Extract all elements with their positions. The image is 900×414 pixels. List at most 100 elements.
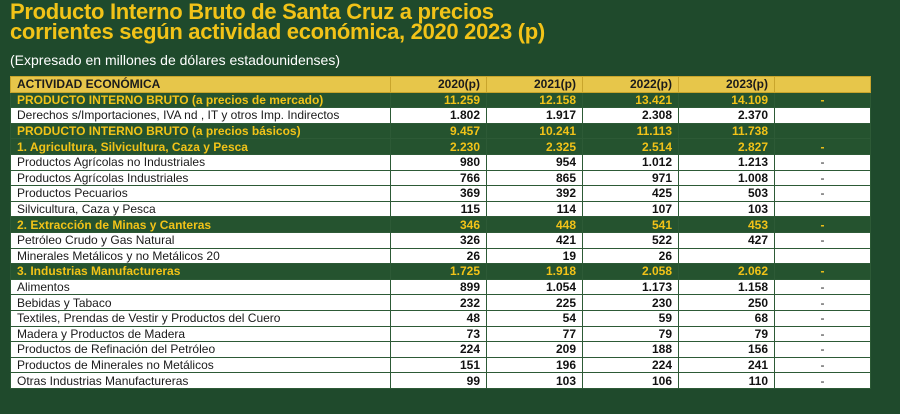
row-extra: - bbox=[774, 356, 871, 374]
table-row: Otras Industrias Manufactureras 99 103 106 1… bbox=[10, 372, 871, 389]
row-value: 369 bbox=[390, 185, 487, 202]
table-row: Productos Agrícolas no Industriales 980 95… bbox=[10, 153, 871, 171]
header-extra bbox=[774, 76, 871, 93]
row-label: Otras Industrias Manufactureras bbox=[10, 372, 391, 389]
row-value: 541 bbox=[582, 216, 679, 233]
row-extra bbox=[774, 247, 871, 265]
row-value: 73 bbox=[390, 325, 487, 343]
row-value: 980 bbox=[390, 153, 487, 171]
table-row: 1. Agricultura, Silvicultura, Caza y Pes… bbox=[10, 138, 871, 155]
row-extra: - bbox=[774, 153, 871, 171]
row-value: 2.058 bbox=[582, 263, 679, 280]
row-label: Petróleo Crudo y Gas Natural bbox=[10, 231, 391, 249]
row-value: 13.421 bbox=[582, 91, 679, 109]
row-extra: - bbox=[774, 138, 871, 155]
row-value: 115 bbox=[390, 200, 487, 218]
row-value: 151 bbox=[390, 356, 487, 374]
row-extra: - bbox=[774, 263, 871, 280]
table-header-row: ACTIVIDAD ECONÓMICA 2020(p) 2021(p) 2022… bbox=[10, 76, 871, 93]
row-value: 346 bbox=[390, 216, 487, 233]
row-value: 1.918 bbox=[486, 263, 583, 280]
row-extra bbox=[774, 200, 871, 218]
table-row: Silvicultura, Caza y Pesca 115 114 107 103 bbox=[10, 200, 871, 218]
row-value: 1.054 bbox=[486, 278, 583, 296]
row-value: 392 bbox=[486, 185, 583, 202]
row-value: 26 bbox=[582, 247, 679, 265]
row-value: 230 bbox=[582, 294, 679, 311]
row-value: 103 bbox=[678, 200, 775, 218]
row-value: 26 bbox=[390, 247, 487, 265]
row-value: 1.173 bbox=[582, 278, 679, 296]
row-value: 68 bbox=[678, 309, 775, 327]
row-value: 12.158 bbox=[486, 91, 583, 109]
table-row: Productos de Refinación del Petróleo 224 2… bbox=[10, 341, 871, 358]
page-subtitle: (Expresado en millones de dólares estado… bbox=[10, 52, 340, 68]
row-value: 224 bbox=[390, 341, 487, 358]
row-value: 106 bbox=[582, 372, 679, 389]
row-value: 99 bbox=[390, 372, 487, 389]
header-activity: ACTIVIDAD ECONÓMICA bbox=[10, 76, 391, 93]
row-value: 224 bbox=[582, 356, 679, 374]
row-label: Bebidas y Tabaco bbox=[10, 294, 391, 311]
row-value: 54 bbox=[486, 309, 583, 327]
row-extra: - bbox=[774, 325, 871, 343]
page-title: Producto Interno Bruto de Santa Cruz a p… bbox=[10, 1, 610, 43]
row-extra: - bbox=[774, 169, 871, 187]
row-value: 232 bbox=[390, 294, 487, 311]
table-row: Minerales Metálicos y no Metálicos 20 26 1… bbox=[10, 247, 871, 265]
row-value: 1.012 bbox=[582, 153, 679, 171]
row-value: 766 bbox=[390, 169, 487, 187]
table-row: 2. Extracción de Minas y Canteras 346 448 5… bbox=[10, 216, 871, 233]
row-value: 1.917 bbox=[486, 107, 583, 124]
row-value: 9.457 bbox=[390, 122, 487, 140]
row-value: 954 bbox=[486, 153, 583, 171]
table-row: PRODUCTO INTERNO BRUTO (a precios básico… bbox=[10, 122, 871, 140]
row-label: PRODUCTO INTERNO BRUTO (a precios básico… bbox=[10, 122, 391, 140]
table-row: Petróleo Crudo y Gas Natural 326 421 522 427… bbox=[10, 231, 871, 249]
row-value: 425 bbox=[582, 185, 679, 202]
table-row: Alimentos 899 1.054 1.173 1.158- bbox=[10, 278, 871, 296]
row-extra: - bbox=[774, 231, 871, 249]
row-label: 2. Extracción de Minas y Canteras bbox=[10, 216, 391, 233]
row-label: Productos de Refinación del Petróleo bbox=[10, 341, 391, 358]
row-label: Derechos s/Importaciones, IVA nd , IT y … bbox=[10, 107, 391, 124]
table-row: Productos Agrícolas Industriales 766 865 97… bbox=[10, 169, 871, 187]
row-extra: - bbox=[774, 372, 871, 389]
row-value: 1.213 bbox=[678, 153, 775, 171]
row-value: 899 bbox=[390, 278, 487, 296]
gdp-table: ACTIVIDAD ECONÓMICA 2020(p) 2021(p) 2022… bbox=[10, 76, 871, 389]
table-row: Madera y Productos de Madera 73 77 79 79- bbox=[10, 325, 871, 343]
row-value: 1.158 bbox=[678, 278, 775, 296]
row-extra: - bbox=[774, 216, 871, 233]
header-2023: 2023(p) bbox=[678, 76, 775, 93]
row-value: 114 bbox=[486, 200, 583, 218]
row-label: Productos Pecuarios bbox=[10, 185, 391, 202]
row-label: PRODUCTO INTERNO BRUTO (a precios de mer… bbox=[10, 91, 391, 109]
row-label: Madera y Productos de Madera bbox=[10, 325, 391, 343]
row-value: 427 bbox=[678, 231, 775, 249]
row-value: 156 bbox=[678, 341, 775, 358]
row-label: Productos de Minerales no Metálicos bbox=[10, 356, 391, 374]
row-value: 2.370 bbox=[678, 107, 775, 124]
table-row: 3. Industrias Manufactureras 1.725 1.918 2.… bbox=[10, 263, 871, 280]
row-value bbox=[678, 247, 775, 265]
row-value: 241 bbox=[678, 356, 775, 374]
row-value: 2.514 bbox=[582, 138, 679, 155]
row-value: 326 bbox=[390, 231, 487, 249]
table-row: Textiles, Prendas de Vestir y Productos … bbox=[10, 309, 871, 327]
row-value: 453 bbox=[678, 216, 775, 233]
header-2021: 2021(p) bbox=[486, 76, 583, 93]
header-2022: 2022(p) bbox=[582, 76, 679, 93]
row-value: 48 bbox=[390, 309, 487, 327]
row-extra bbox=[774, 107, 871, 124]
row-value: 971 bbox=[582, 169, 679, 187]
row-value: 865 bbox=[486, 169, 583, 187]
row-value: 107 bbox=[582, 200, 679, 218]
header-2020: 2020(p) bbox=[390, 76, 487, 93]
row-value: 196 bbox=[486, 356, 583, 374]
table-row: Productos de Minerales no Metálicos 151 19… bbox=[10, 356, 871, 374]
row-value: 522 bbox=[582, 231, 679, 249]
row-value: 1.725 bbox=[390, 263, 487, 280]
row-value: 11.738 bbox=[678, 122, 775, 140]
row-value: 110 bbox=[678, 372, 775, 389]
